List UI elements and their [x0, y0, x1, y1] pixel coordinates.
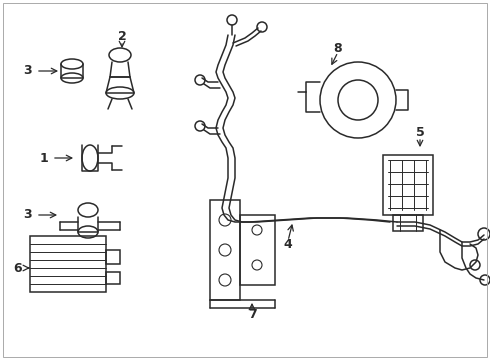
Bar — [30, 236, 106, 292]
Bar — [393, 215, 423, 231]
Text: 7: 7 — [247, 309, 256, 321]
Bar — [106, 272, 120, 284]
Text: 4: 4 — [284, 238, 293, 252]
Text: 1: 1 — [39, 152, 48, 165]
Text: 2: 2 — [118, 31, 126, 44]
Bar — [210, 200, 240, 300]
Text: 8: 8 — [334, 41, 343, 54]
Bar — [240, 215, 275, 285]
Text: 6: 6 — [13, 261, 22, 274]
Bar — [106, 250, 120, 264]
Bar — [383, 155, 433, 215]
Text: 5: 5 — [416, 126, 424, 139]
Text: 3: 3 — [24, 64, 32, 77]
Text: 3: 3 — [24, 208, 32, 221]
